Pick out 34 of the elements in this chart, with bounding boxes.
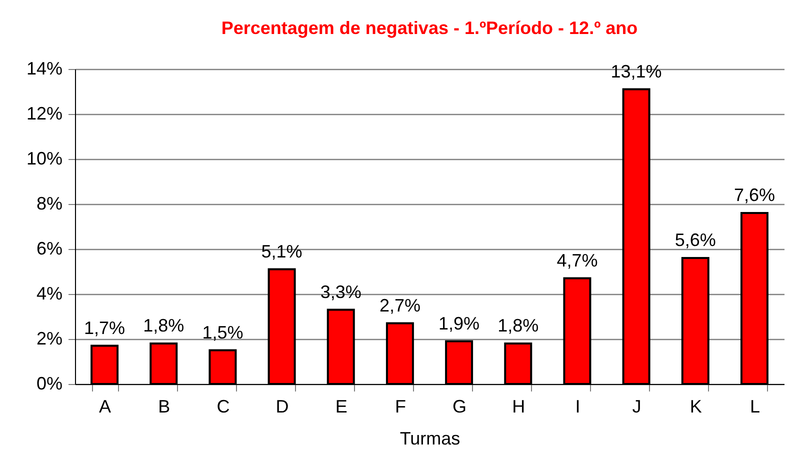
x-tick-label: K (690, 396, 702, 416)
x-axis-title: Turmas (400, 428, 460, 448)
y-tick-label: 4% (36, 284, 62, 304)
x-tick-label: D (276, 396, 289, 416)
y-tick-label: 14% (26, 58, 62, 78)
data-label: 7,6% (734, 185, 775, 205)
data-label: 4,7% (556, 250, 598, 270)
x-tick-label: B (158, 396, 170, 416)
y-tick-label: 8% (36, 194, 62, 214)
data-label: 5,6% (674, 230, 716, 250)
data-label: 1,8% (143, 316, 184, 336)
x-tick-label: I (575, 396, 580, 416)
x-tick-label: J (632, 396, 642, 416)
y-tick-label: 12% (26, 104, 62, 124)
x-tick-label: C (216, 396, 230, 416)
chart-title: Percentagem de negativas - 1.ºPeríodo - 12.º ano (221, 18, 638, 38)
data-label: 3,3% (320, 282, 362, 302)
data-label: 1,8% (498, 316, 539, 336)
y-tick-label: 0% (36, 374, 62, 394)
y-tick-label: 6% (36, 238, 62, 258)
y-tick-label: 2% (36, 328, 62, 348)
data-label: 13,1% (610, 61, 662, 82)
x-tick-label: H (512, 396, 526, 416)
x-tick-label: L (750, 396, 760, 416)
x-tick-label: E (335, 396, 348, 416)
data-label: 1,9% (438, 313, 480, 334)
data-label: 5,1% (261, 241, 302, 262)
data-label: 2,7% (379, 295, 420, 316)
x-tick-label: A (99, 396, 112, 416)
y-tick-label: 10% (26, 148, 62, 168)
x-tick-label: G (452, 396, 467, 416)
x-tick-label: F (394, 396, 406, 416)
data-label: 1,7% (84, 318, 126, 338)
data-label: 1,5% (202, 322, 244, 342)
